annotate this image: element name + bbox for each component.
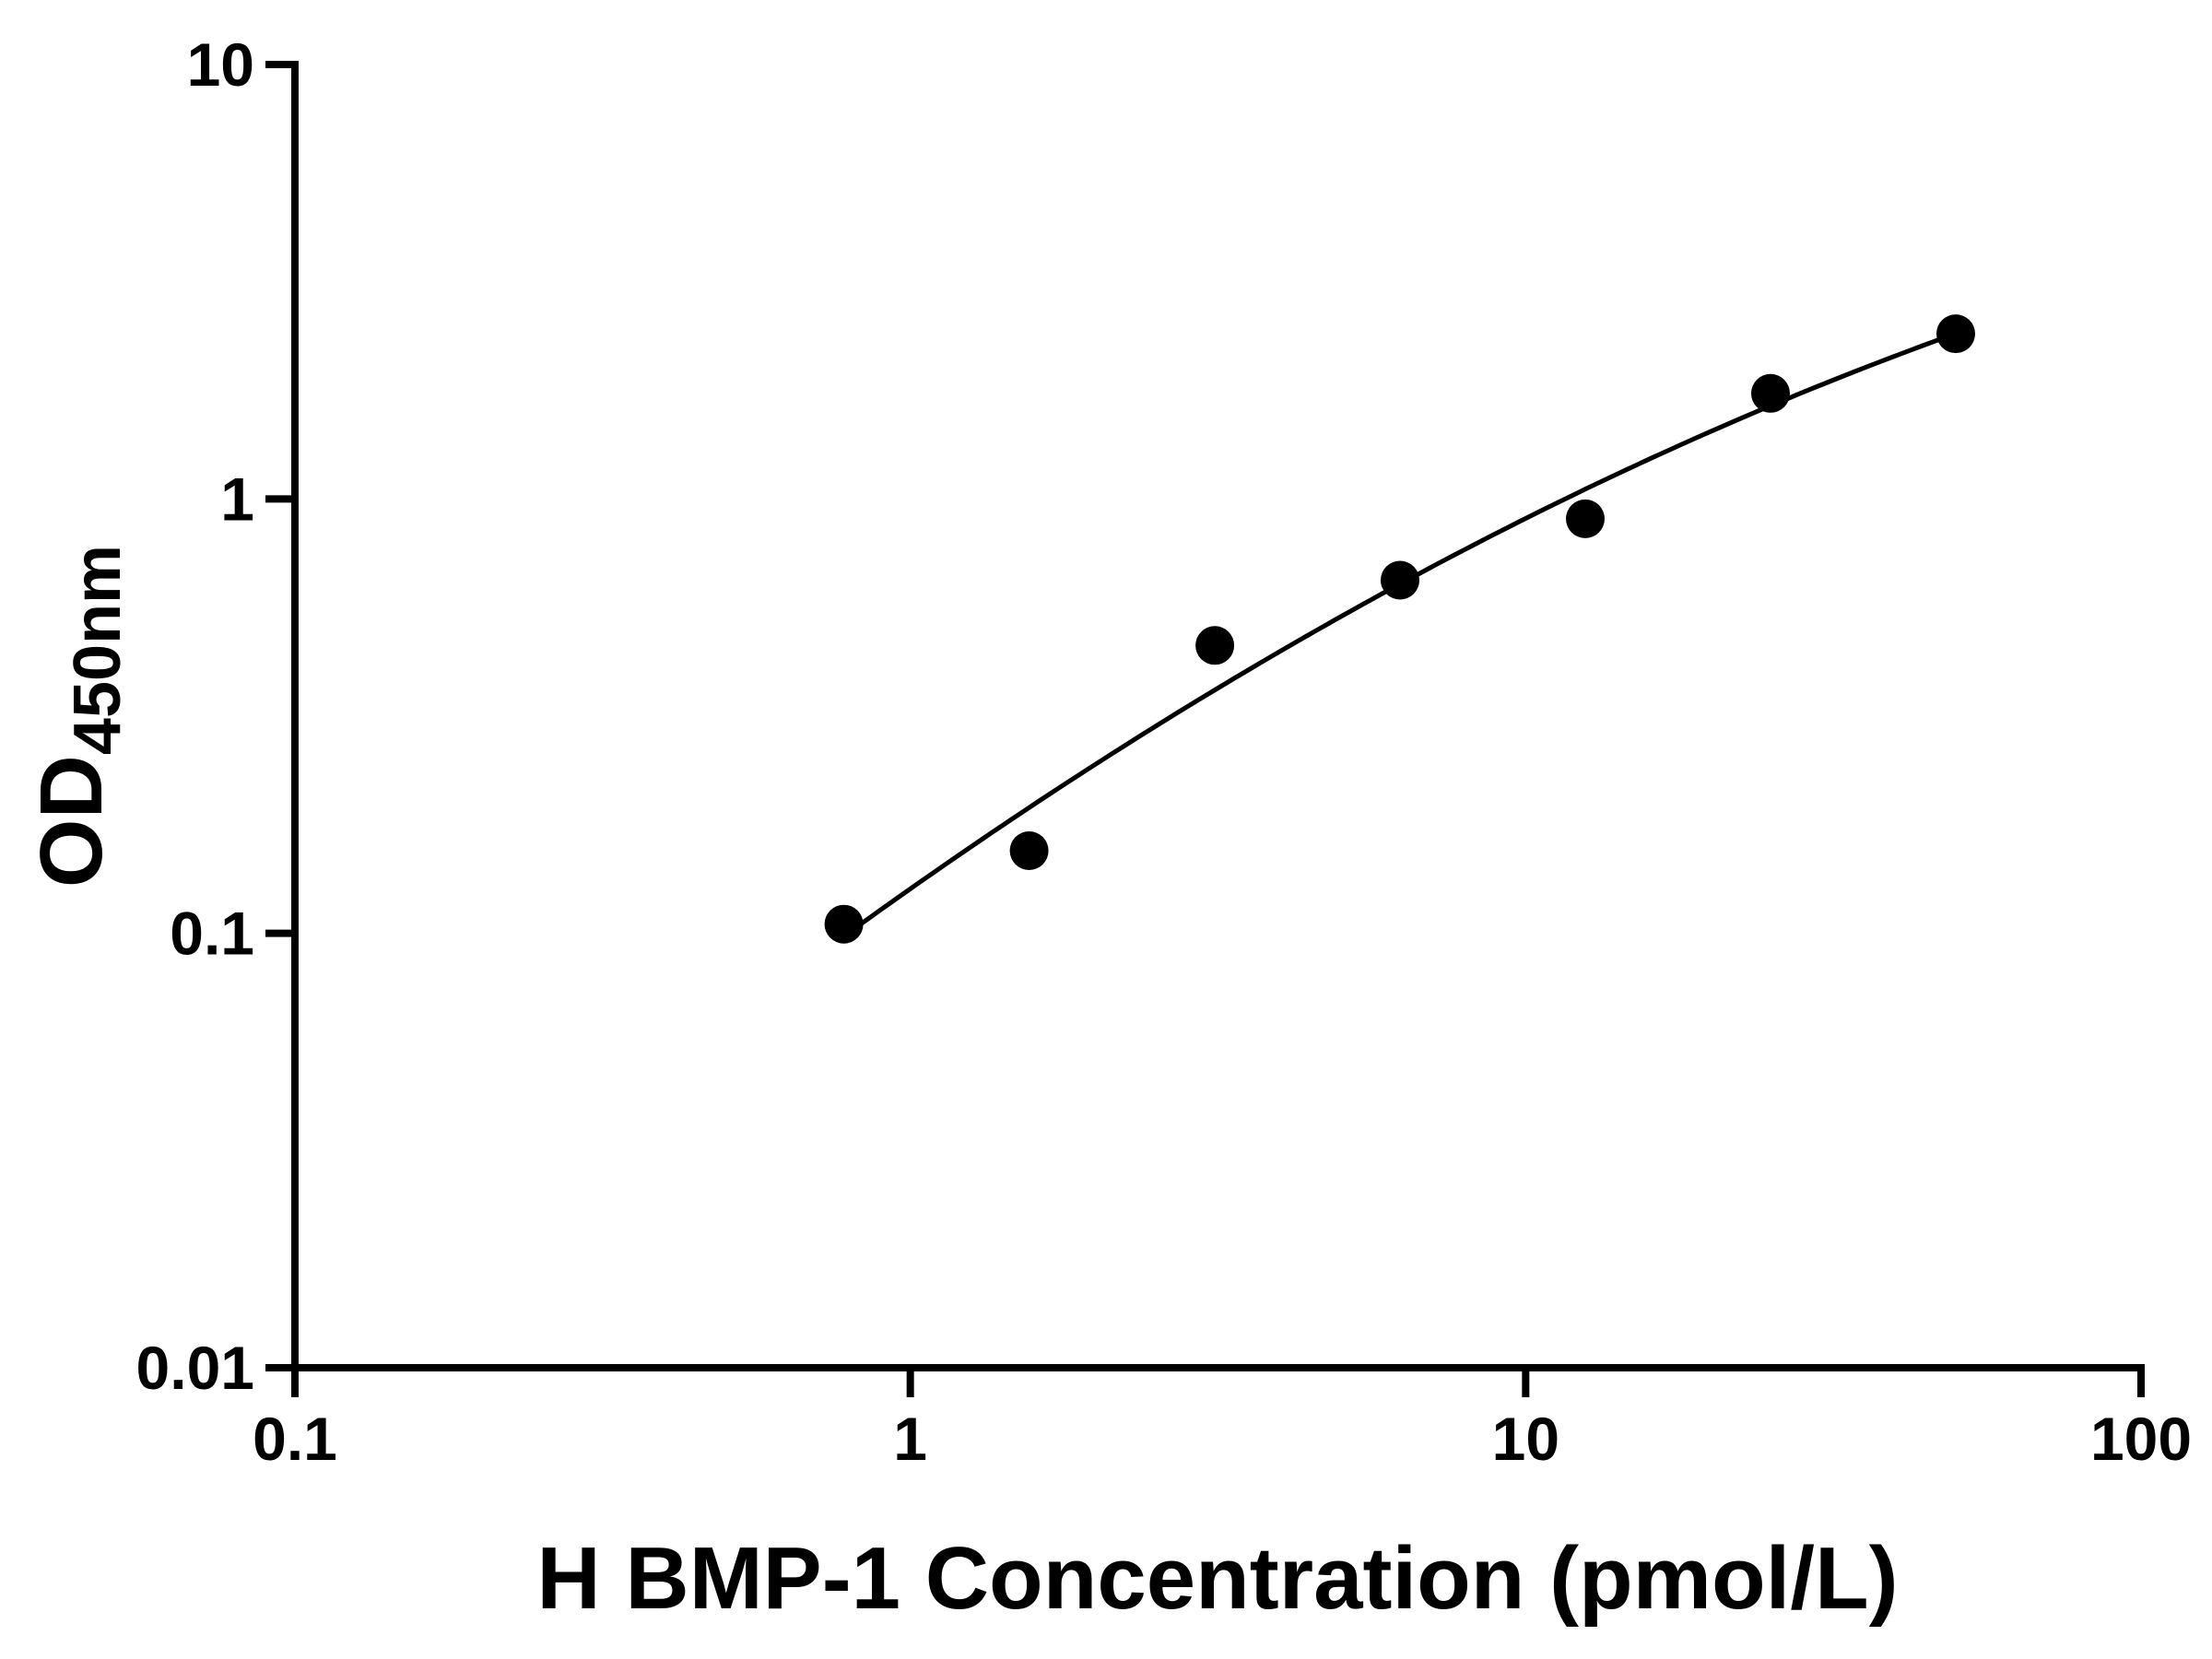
y-axis-title: OD450nm	[22, 545, 135, 888]
data-point	[1009, 831, 1049, 870]
axis-spine	[291, 61, 2145, 1371]
data-point	[1381, 560, 1419, 600]
y-tick-label: 0.01	[136, 1334, 254, 1402]
data-point	[1566, 499, 1605, 538]
data-points	[824, 314, 1975, 944]
y-tick-label: 10	[187, 30, 254, 99]
x-tick-label: 0.1	[253, 1405, 337, 1473]
y-tick-label: 0.1	[170, 900, 254, 968]
data-point	[824, 904, 864, 944]
x-tick-label: 1	[893, 1405, 927, 1473]
x-tick-label: 100	[2090, 1405, 2192, 1473]
x-tick-labels: 0.1 1 10 100	[253, 1405, 2192, 1473]
data-point	[1195, 626, 1235, 665]
x-axis-title: H BMP-1 Concentration (pmol/L)	[536, 1529, 1898, 1628]
axes	[291, 61, 2145, 1371]
axis-ticks	[265, 61, 2145, 1397]
y-axis-title-main: OD	[22, 755, 121, 888]
data-point	[1751, 373, 1790, 413]
y-tick-labels: 0.01 0.1 1 10	[136, 30, 254, 1402]
x-tick-label: 10	[1492, 1405, 1559, 1473]
y-tick-label: 1	[220, 465, 254, 533]
data-point	[1936, 314, 1975, 354]
y-axis-title-subscript: 450nm	[61, 545, 135, 755]
